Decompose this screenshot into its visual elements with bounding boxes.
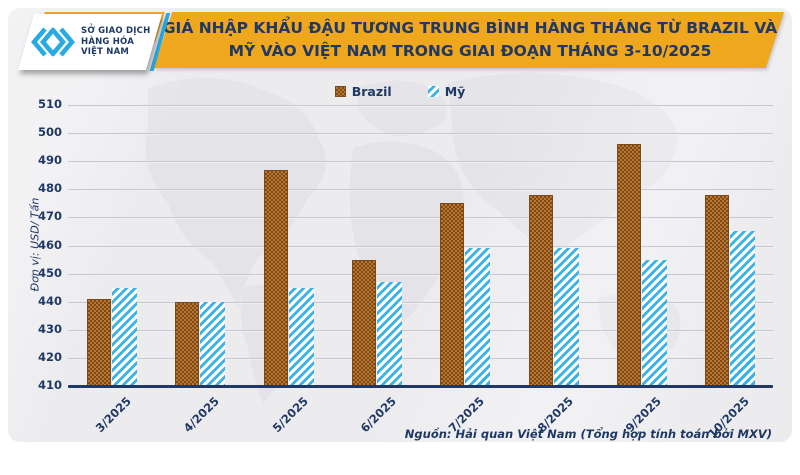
x-axis-line (68, 385, 773, 388)
bar-brazil-4/2025 (175, 301, 200, 386)
gridline-450 (68, 273, 773, 276)
logo-line-1: SỞ GIAO DỊCH (81, 26, 151, 37)
bar-mỹ-6/2025 (376, 282, 402, 386)
page-title: GIÁ NHẬP KHẨU ĐẬU TƯƠNG TRUNG BÌNH HÀNG … (163, 12, 777, 68)
my-swatch-icon (427, 85, 439, 97)
legend: Brazil Mỹ (0, 82, 800, 100)
y-tick-500: 500 (37, 125, 62, 140)
gridline-440 (68, 301, 773, 304)
y-tick-410: 410 (37, 378, 62, 392)
logo-line-3: VIỆT NAM (81, 47, 130, 58)
bar-mỹ-4/2025 (200, 301, 226, 386)
brazil-swatch-icon (334, 85, 346, 97)
y-tick-470: 470 (37, 209, 62, 224)
bar-brazil-5/2025 (263, 169, 288, 386)
gridline-470 (68, 217, 773, 220)
gridline-480 (68, 189, 773, 192)
legend-item-brazil: Brazil (334, 83, 392, 99)
gridline-490 (68, 161, 773, 164)
bar-mỹ-8/2025 (553, 248, 579, 386)
legend-label-my: Mỹ (444, 83, 466, 99)
infographic: GIÁ NHẬP KHẨU ĐẬU TƯƠNG TRUNG BÌNH HÀNG … (0, 8, 800, 442)
bar-brazil-10/2025 (705, 194, 730, 386)
y-tick-490: 490 (37, 153, 62, 168)
bar-brazil-8/2025 (528, 194, 553, 386)
gridline-420 (68, 357, 773, 360)
mxv-chevrons-icon (30, 27, 76, 57)
title-line-1: GIÁ NHẬP KHẨU ĐẬU TƯƠNG TRUNG BÌNH HÀNG … (162, 18, 778, 37)
bar-mỹ-10/2025 (730, 231, 756, 386)
logo-line-2: HÀNG HÓA (81, 36, 135, 47)
y-tick-440: 440 (37, 293, 62, 308)
bar-brazil-3/2025 (87, 298, 111, 386)
source-note: Nguồn: Hải quan Việt Nam (Tổng hợp tính … (404, 427, 772, 441)
bar-brazil-9/2025 (616, 144, 641, 386)
y-tick-430: 430 (37, 321, 62, 336)
legend-label-brazil: Brazil (351, 83, 392, 99)
y-tick-420: 420 (37, 349, 62, 364)
gridline-500 (68, 133, 773, 136)
bar-brazil-7/2025 (440, 203, 465, 386)
y-tick-460: 460 (37, 237, 62, 252)
gridline-510 (68, 105, 773, 107)
y-tick-450: 450 (37, 265, 62, 280)
bar-mỹ-9/2025 (641, 259, 667, 387)
bar-mỹ-7/2025 (465, 248, 491, 386)
y-tick-510: 510 (37, 97, 62, 111)
gridline-430 (68, 329, 773, 332)
mxv-logo: SỞ GIAO DỊCH HÀNG HÓA VIỆT NAM (30, 18, 152, 66)
bar-mỹ-5/2025 (288, 287, 314, 386)
gridline-460 (68, 245, 773, 248)
bar-mỹ-3/2025 (112, 287, 137, 386)
title-line-2: MỸ VÀO VIỆT NAM TRONG GIAI ĐOẠN THÁNG 3-… (228, 42, 712, 60)
bar-brazil-6/2025 (351, 259, 376, 387)
logo-org-name: SỞ GIAO DỊCH HÀNG HÓA VIỆT NAM (81, 26, 150, 58)
y-tick-480: 480 (37, 181, 62, 196)
legend-item-my: Mỹ (427, 83, 466, 99)
